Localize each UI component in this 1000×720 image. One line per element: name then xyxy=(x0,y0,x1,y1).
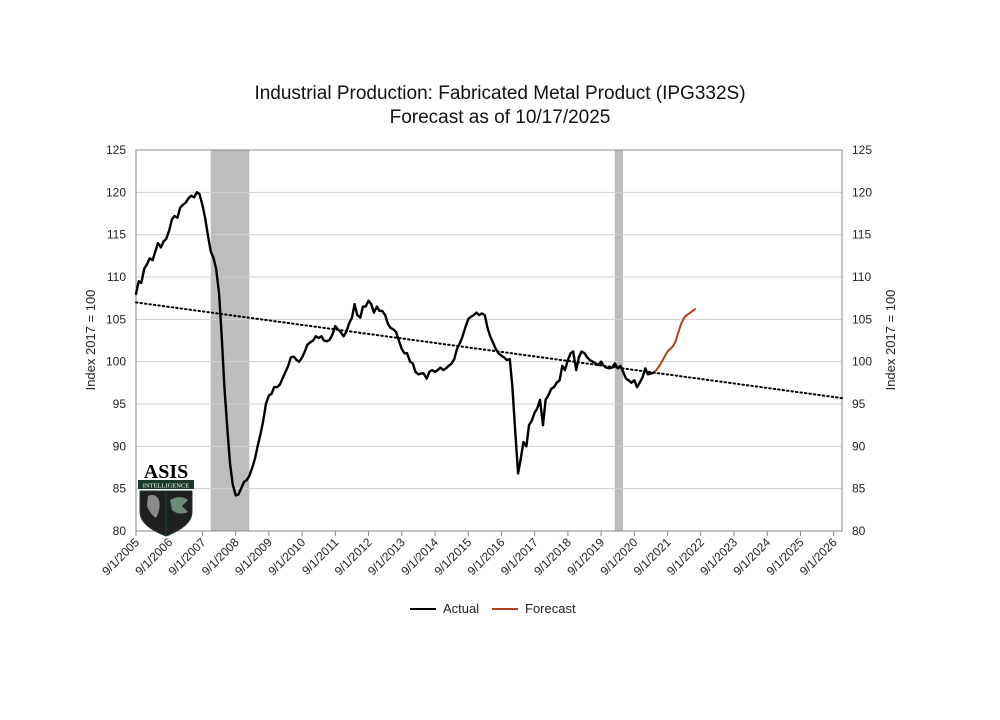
y-tick-right-85: 85 xyxy=(852,482,866,496)
y-axis-left: 80 85 90 95 100 105 110 115 120 125 xyxy=(106,143,126,538)
y-tick-left-100: 100 xyxy=(106,355,126,369)
legend-item-actual: Actual xyxy=(410,601,479,616)
logo-band xyxy=(138,480,194,489)
y-tick-left-120: 120 xyxy=(106,185,126,199)
y-tick-right-120: 120 xyxy=(852,185,872,199)
owl-icon xyxy=(147,494,160,518)
y-tick-left-105: 105 xyxy=(106,312,126,326)
y-tick-left-125: 125 xyxy=(106,143,126,157)
plot-frame xyxy=(135,149,843,532)
y-axis-right: 80 85 90 95 100 105 110 115 120 125 xyxy=(852,143,872,538)
y-tick-left-95: 95 xyxy=(113,397,127,411)
y-tick-left-85: 85 xyxy=(113,482,127,496)
y-axis-title-left: Index 2017 = 100 xyxy=(83,290,98,391)
y-tick-right-105: 105 xyxy=(852,312,872,326)
y-tick-right-115: 115 xyxy=(852,228,871,242)
legend-swatch-forecast xyxy=(492,607,518,610)
x-tick-label-21: 9/1/2026 xyxy=(797,535,840,578)
y-tick-right-80: 80 xyxy=(852,524,866,538)
y-tick-left-115: 115 xyxy=(107,228,126,242)
chart-title: Industrial Production: Fabricated Metal … xyxy=(254,83,746,104)
trend-line xyxy=(135,301,843,400)
y-axis-title-right: Index 2017 = 100 xyxy=(883,290,898,391)
legend-label-actual: Actual xyxy=(443,601,480,616)
y-tick-right-95: 95 xyxy=(852,397,866,411)
series-line-forecast xyxy=(652,308,697,374)
y-tick-left-80: 80 xyxy=(113,524,127,538)
y-tick-left-110: 110 xyxy=(107,270,126,284)
logo-subtext: INTELLIGENCE xyxy=(143,483,190,490)
recession-band-2 xyxy=(614,150,624,531)
y-tick-right-90: 90 xyxy=(852,439,866,453)
legend-swatch-actual xyxy=(410,607,436,610)
recession-band-1 xyxy=(210,150,250,531)
chart-subtitle: Forecast as of 10/17/2025 xyxy=(389,107,611,128)
legend-item-forecast: Forecast xyxy=(492,601,576,616)
hawk-icon xyxy=(170,497,188,514)
logo-text: ASIS xyxy=(144,461,188,483)
series-layer xyxy=(134,191,843,497)
asis-logo: ASIS INTELLIGENCE xyxy=(138,461,194,537)
y-tick-left-90: 90 xyxy=(113,439,127,453)
y-tick-right-125: 125 xyxy=(852,143,872,157)
y-tick-right-110: 110 xyxy=(852,270,871,284)
x-axis: 9/1/20059/1/20069/1/20079/1/20089/1/2009… xyxy=(99,531,840,578)
y-tick-right-100: 100 xyxy=(852,355,872,369)
legend-label-forecast: Forecast xyxy=(525,601,576,616)
series-line-actual xyxy=(134,191,655,497)
